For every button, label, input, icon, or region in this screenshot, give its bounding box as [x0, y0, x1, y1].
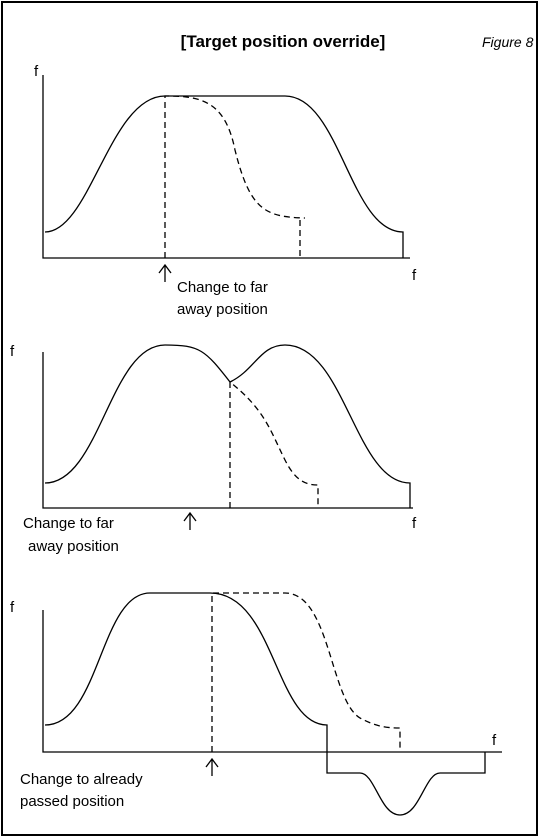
figure-label: Figure 8 [482, 34, 534, 50]
panel-2: f f Change to far away position [10, 343, 417, 555]
y-axis-label: f [34, 63, 39, 80]
x-axis-label: f [412, 515, 417, 532]
annotation: Change to far [177, 279, 268, 296]
annotation: away position [28, 538, 119, 555]
annotation: Change to far [23, 515, 114, 532]
curve [44, 95, 404, 258]
annotation: Change to already [20, 771, 143, 788]
x-axis-label: f [492, 732, 497, 749]
annotation: away position [177, 301, 268, 318]
dashed-curve [164, 95, 306, 258]
annotation: passed position [20, 793, 124, 810]
axes [42, 75, 410, 259]
curve [44, 592, 486, 816]
dashed-curve [229, 380, 319, 508]
dashed-curve [211, 592, 401, 752]
arrow [158, 263, 172, 282]
arrow [205, 757, 219, 776]
curve [44, 344, 411, 508]
panel-3: f f Change to already passed position [10, 592, 502, 816]
arrow [183, 511, 197, 530]
axes [42, 352, 413, 509]
y-axis-label: f [10, 599, 15, 616]
y-axis-label: f [10, 343, 15, 360]
axes [42, 610, 502, 753]
x-axis-label: f [412, 267, 417, 284]
title: [Target position override] [181, 32, 386, 51]
panel-1: f f Change to far away position [34, 63, 417, 318]
